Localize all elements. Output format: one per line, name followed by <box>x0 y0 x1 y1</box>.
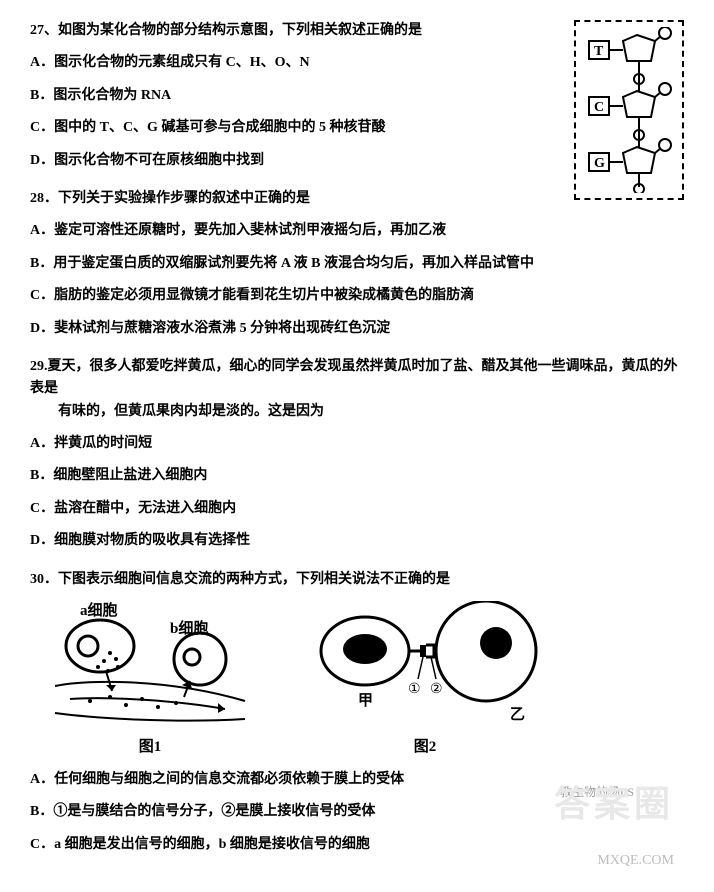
q30-option-b: B．①是与膜结合的信号分子，②是膜上接收信号的受体 <box>30 801 684 823</box>
svg-text:T: T <box>594 44 604 59</box>
figure-1-label: 图1 <box>139 735 162 759</box>
question-28: 28．下列关于实验操作步骤的叙述中正确的是 A．鉴定可溶性还原糖时，要先加入斐林… <box>30 188 684 340</box>
figure-2-label: 图2 <box>414 735 437 759</box>
q27-option-c: C．图中的 T、C、G 碱基可参与合成细胞中的 5 种核苷酸 <box>30 117 554 139</box>
q27-stem: 27、如图为某化合物的部分结构示意图，下列相关叙述正确的是 <box>30 20 554 42</box>
footer-note: 教生物的杨LS <box>560 783 634 802</box>
q30-option-c: C．a 细胞是发出信号的细胞，b 细胞是接收信号的细胞 <box>30 834 684 856</box>
q30-stem: 30．下图表示细胞间信息交流的两种方式，下列相关说法不正确的是 <box>30 569 684 591</box>
label-two: ② <box>430 682 443 697</box>
q29-option-c: C．盐溶在醋中，无法进入细胞内 <box>30 498 684 520</box>
q28-option-d: D．斐林试剂与蔗糖溶液水浴煮沸 5 分钟将出现砖红色沉淀 <box>30 318 684 340</box>
q29-option-b: B．细胞壁阻止盐进入细胞内 <box>30 465 684 487</box>
nucleotide-svg: T C G <box>581 27 677 193</box>
figure-1-svg: a细胞 b细胞 <box>50 601 250 731</box>
q30-figures: a细胞 b细胞 <box>50 601 684 759</box>
label-jia: 甲 <box>358 692 373 709</box>
q27-option-d: D．图示化合物不可在原核细胞中找到 <box>30 150 554 172</box>
q29-stem2: 有味的，但黄瓜果肉内却是淡的。这是因为 <box>30 401 684 423</box>
q27-option-b: B．图示化合物为 RNA <box>30 85 554 107</box>
q27-option-a: A．图示化合物的元素组成只有 C、H、O、N <box>30 52 554 74</box>
question-30: 30．下图表示细胞间信息交流的两种方式，下列相关说法不正确的是 a细胞 b细胞 <box>30 569 684 857</box>
figure-2: 甲 ① ② 乙 图2 <box>310 601 540 759</box>
label-a-cell: a细胞 <box>80 601 118 619</box>
figure-2-svg: 甲 ① ② 乙 <box>310 601 540 731</box>
label-yi: 乙 <box>510 707 525 723</box>
question-29: 29.夏天，很多人都爱吃拌黄瓜，细心的同学会发现虽然拌黄瓜时加了盐、醋及其他一些… <box>30 356 684 553</box>
q29-option-a: A．拌黄瓜的时间短 <box>30 433 684 455</box>
svg-text:C: C <box>594 100 604 115</box>
q29-stem: 29.夏天，很多人都爱吃拌黄瓜，细心的同学会发现虽然拌黄瓜时加了盐、醋及其他一些… <box>30 356 684 401</box>
svg-text:G: G <box>594 156 605 171</box>
q28-option-b: B．用于鉴定蛋白质的双缩脲试剂要先将 A 液 B 液混合均匀后，再加入样品试管中 <box>30 253 684 275</box>
q29-option-d: D．细胞膜对物质的吸收具有选择性 <box>30 530 684 552</box>
label-one: ① <box>408 682 421 697</box>
nucleotide-diagram: T C G <box>574 20 684 200</box>
q28-option-c: C．脂肪的鉴定必须用显微镜才能看到花生切片中被染成橘黄色的脂肪滴 <box>30 285 684 307</box>
q28-option-a: A．鉴定可溶性还原糖时，要先加入斐林试剂甲液摇匀后，再加乙液 <box>30 220 684 242</box>
figure-1: a细胞 b细胞 <box>50 601 250 759</box>
